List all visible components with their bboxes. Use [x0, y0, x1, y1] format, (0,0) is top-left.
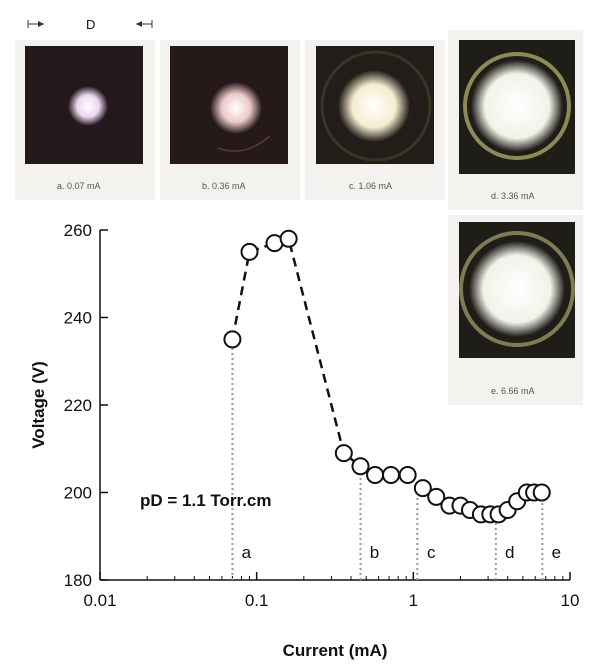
x-tick-label: 0.01 — [83, 591, 116, 610]
y-tick-label: 200 — [64, 484, 92, 503]
y-tick-label: 180 — [64, 571, 92, 590]
x-ticks: 0.01 0.1 1 10 — [83, 572, 579, 610]
photo-caption-c: c. 1.06 mA — [349, 181, 392, 191]
y-ticks: 180 200 220 240 260 — [64, 221, 108, 590]
photo-caption-a: a. 0.07 mA — [57, 181, 101, 191]
x-axis-label: Current (mA) — [283, 641, 388, 660]
data-point — [351, 457, 370, 476]
marker-guides — [231, 347, 544, 580]
photo-caption-e: e. 6.66 mA — [491, 386, 535, 396]
x-tick-label: 1 — [409, 591, 418, 610]
data-point — [398, 466, 417, 484]
marker-label-d: d — [505, 543, 514, 562]
data-series — [223, 229, 551, 524]
marker-labels: a b c d e — [242, 543, 561, 562]
y-axis-label: Voltage (V) — [29, 361, 48, 449]
marker-label-b: b — [370, 543, 379, 562]
diameter-indicator: D — [27, 17, 153, 32]
y-tick-label: 220 — [64, 396, 92, 415]
data-point — [381, 466, 400, 484]
glow-photo-a — [25, 46, 143, 164]
data-point — [240, 242, 259, 261]
diameter-label: D — [86, 17, 95, 32]
data-point — [413, 479, 432, 498]
glow-photo-e — [459, 222, 575, 358]
y-tick-label: 240 — [64, 309, 92, 328]
data-point — [427, 487, 446, 506]
marker-label-a: a — [242, 543, 252, 562]
data-point — [223, 330, 242, 349]
pd-annotation: pD = 1.1 Torr.cm — [140, 491, 271, 510]
y-tick-label: 260 — [64, 221, 92, 240]
data-point — [366, 466, 385, 484]
photo-caption-d: d. 3.36 mA — [491, 191, 535, 201]
data-point — [279, 229, 298, 248]
photo-caption-b: b. 0.36 mA — [202, 181, 246, 191]
data-point — [532, 483, 551, 502]
x-tick-label: 0.1 — [245, 591, 269, 610]
x-tick-label: 10 — [561, 591, 580, 610]
glow-photo-b — [170, 46, 288, 164]
marker-label-c: c — [427, 543, 436, 562]
glow-photo-c — [316, 46, 434, 164]
glow-photo-d — [459, 40, 575, 174]
marker-label-e: e — [552, 543, 561, 562]
data-point — [334, 444, 353, 463]
